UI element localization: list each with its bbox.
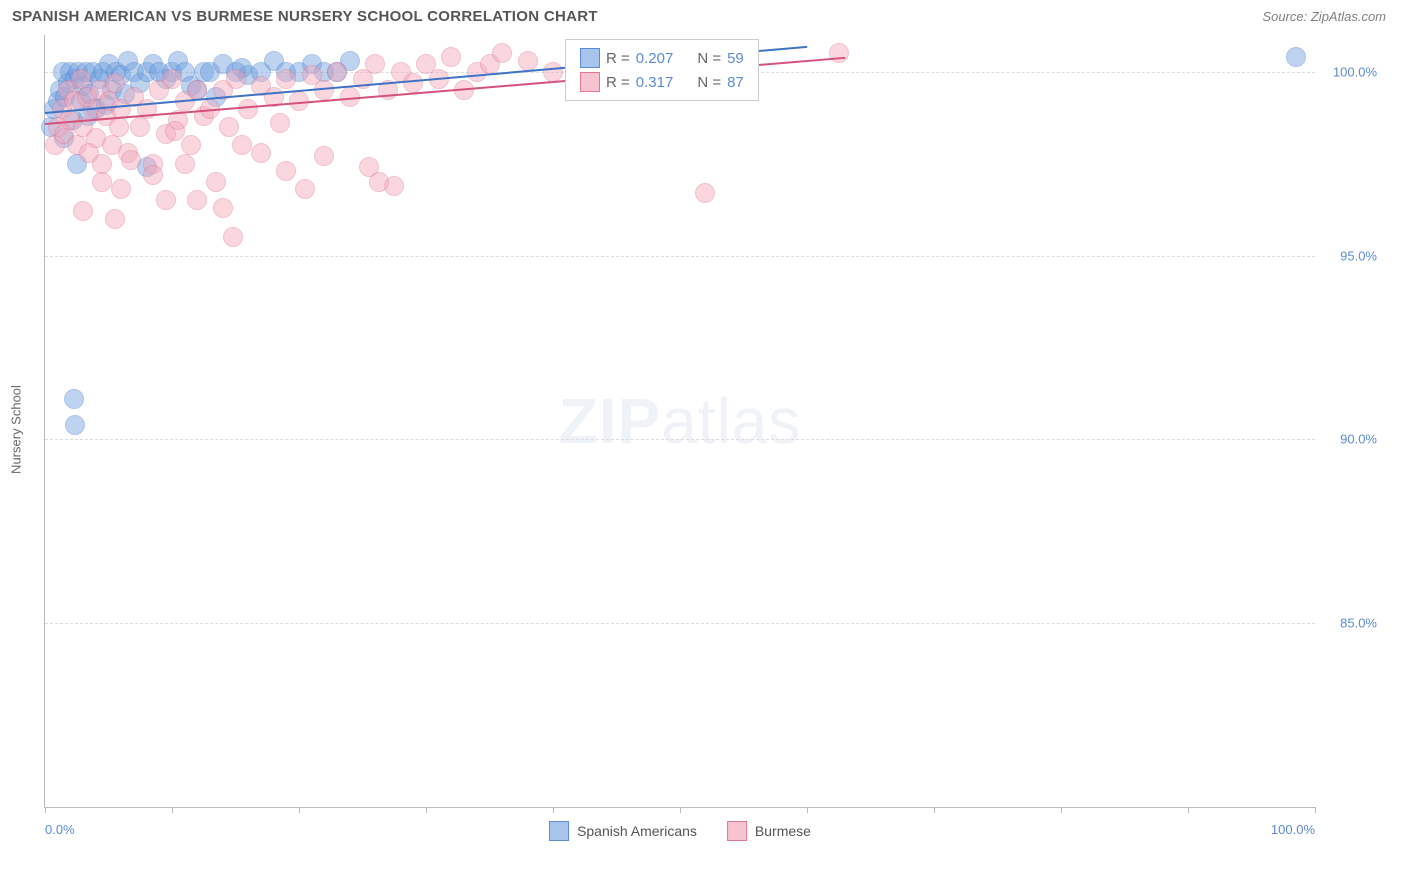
- legend-n-label: N =: [697, 74, 721, 91]
- data-point: [162, 69, 182, 89]
- plot-area: ZIPatlas 85.0%90.0%95.0%100.0%0.0%100.0%…: [44, 35, 1315, 808]
- data-point: [232, 135, 252, 155]
- legend-r-value: 0.317: [636, 74, 674, 91]
- series-legend-label: Burmese: [755, 823, 811, 839]
- series-legend-item: Burmese: [727, 821, 811, 841]
- gridline: [45, 256, 1315, 257]
- data-point: [251, 143, 271, 163]
- legend-n-value: 87: [727, 74, 744, 91]
- chart-header: SPANISH AMERICAN VS BURMESE NURSERY SCHO…: [0, 0, 1406, 29]
- x-tick: [1061, 807, 1062, 813]
- y-tick-label: 85.0%: [1340, 616, 1377, 631]
- data-point: [492, 43, 512, 63]
- data-point: [175, 154, 195, 174]
- data-point: [156, 190, 176, 210]
- data-point: [121, 150, 141, 170]
- data-point: [518, 51, 538, 71]
- correlation-legend: R = 0.207 N = 59 R = 0.317 N = 87: [565, 39, 759, 101]
- data-point: [314, 146, 334, 166]
- data-point: [829, 43, 849, 63]
- data-point: [276, 69, 296, 89]
- data-point: [111, 179, 131, 199]
- x-tick: [1315, 807, 1316, 813]
- data-point: [223, 227, 243, 247]
- data-point: [213, 198, 233, 218]
- x-tick: [553, 807, 554, 813]
- data-point: [206, 172, 226, 192]
- data-point: [365, 54, 385, 74]
- legend-row: R = 0.317 N = 87: [580, 70, 744, 94]
- legend-n-label: N =: [697, 50, 721, 67]
- x-tick-label: 0.0%: [45, 822, 75, 837]
- x-tick: [1188, 807, 1189, 813]
- data-point: [369, 172, 389, 192]
- data-point: [105, 209, 125, 229]
- legend-swatch: [580, 48, 600, 68]
- watermark: ZIPatlas: [559, 384, 802, 458]
- data-point: [92, 172, 112, 192]
- data-point: [187, 190, 207, 210]
- data-point: [64, 389, 84, 409]
- data-point: [130, 117, 150, 137]
- series-legend-label: Spanish Americans: [577, 823, 697, 839]
- data-point: [403, 73, 423, 93]
- legend-row: R = 0.207 N = 59: [580, 46, 744, 70]
- x-tick: [45, 807, 46, 813]
- data-point: [441, 47, 461, 67]
- data-point: [295, 179, 315, 199]
- legend-r-value: 0.207: [636, 50, 674, 67]
- data-point: [276, 161, 296, 181]
- x-tick: [299, 807, 300, 813]
- data-point: [270, 113, 290, 133]
- y-axis-label: Nursery School: [9, 385, 24, 474]
- x-tick: [934, 807, 935, 813]
- data-point: [92, 154, 112, 174]
- data-point: [65, 415, 85, 435]
- x-tick: [172, 807, 173, 813]
- data-point: [165, 121, 185, 141]
- data-point: [327, 62, 347, 82]
- data-point: [71, 69, 91, 89]
- data-point: [143, 165, 163, 185]
- legend-n-value: 59: [727, 50, 744, 67]
- gridline: [45, 623, 1315, 624]
- data-point: [105, 73, 125, 93]
- series-legend: Spanish Americans Burmese: [549, 821, 811, 841]
- legend-swatch: [727, 821, 747, 841]
- y-tick-label: 95.0%: [1340, 248, 1377, 263]
- legend-r-label: R =: [606, 74, 630, 91]
- legend-swatch: [549, 821, 569, 841]
- data-point: [219, 117, 239, 137]
- x-tick: [426, 807, 427, 813]
- x-tick: [807, 807, 808, 813]
- data-point: [181, 135, 201, 155]
- chart-source: Source: ZipAtlas.com: [1262, 9, 1386, 24]
- data-point: [226, 69, 246, 89]
- series-legend-item: Spanish Americans: [549, 821, 697, 841]
- x-tick: [680, 807, 681, 813]
- legend-r-label: R =: [606, 50, 630, 67]
- data-point: [1286, 47, 1306, 67]
- chart-container: Nursery School ZIPatlas 85.0%90.0%95.0%1…: [44, 35, 1406, 808]
- data-point: [543, 62, 563, 82]
- y-tick-label: 90.0%: [1340, 432, 1377, 447]
- gridline: [45, 439, 1315, 440]
- data-point: [109, 117, 129, 137]
- data-point: [695, 183, 715, 203]
- data-point: [73, 201, 93, 221]
- x-tick-label: 100.0%: [1271, 822, 1315, 837]
- y-tick-label: 100.0%: [1333, 64, 1377, 79]
- chart-title: SPANISH AMERICAN VS BURMESE NURSERY SCHO…: [12, 8, 598, 25]
- legend-swatch: [580, 72, 600, 92]
